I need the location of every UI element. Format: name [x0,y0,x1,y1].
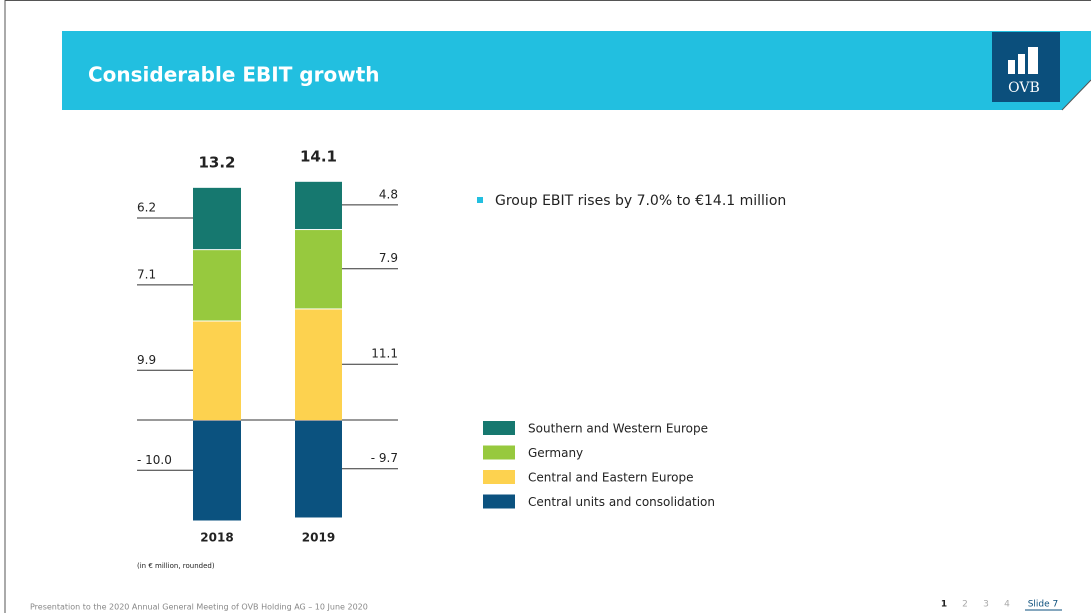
bar-segment [193,321,241,420]
total-label: 13.2 [198,153,235,171]
page-link: 4 [1004,600,1010,610]
header-title: Considerable EBIT growth [88,63,380,87]
legend-label: Germany [528,446,583,460]
legend-label: Southern and Western Europe [528,422,708,436]
bar-segment [193,421,241,521]
value-label: 6.2 [137,200,156,214]
total-label: 14.1 [300,147,337,165]
logo-bar [1028,47,1038,74]
legend-swatch [483,445,515,460]
bar-segment [295,181,342,230]
logo-box [992,32,1060,102]
slide-number: Slide 7 [1028,600,1059,610]
bar-segment [295,230,342,309]
bullet-text: Group EBIT rises by 7.0% to €14.1 millio… [495,193,786,209]
value-label: 9.9 [137,353,156,367]
page-link: 3 [983,600,989,610]
value-label: - 9.7 [371,451,398,465]
legend-label: Central and Eastern Europe [528,471,694,485]
page-link: 1 [941,600,947,610]
header-band [62,31,1062,110]
value-label: 7.1 [137,267,156,281]
logo-text: OVB [1008,80,1040,96]
footer-text: Presentation to the 2020 Annual General … [30,603,368,612]
bullet-marker [477,197,483,203]
legend-swatch [483,494,515,509]
header-slash [1061,79,1091,111]
value-label: 7.9 [379,251,398,265]
legend-label: Central units and consolidation [528,495,715,509]
chart-note: (in € million, rounded) [137,562,215,570]
bar-segment [295,309,342,420]
category-label: 2019 [302,531,335,545]
bar-segment [193,187,241,250]
value-label: 4.8 [379,187,398,201]
legend-swatch [483,421,515,435]
logo-bar [1008,60,1015,74]
category-label: 2018 [200,531,233,545]
value-label: 11.1 [371,347,398,361]
header-band-edge [1062,31,1091,110]
legend-swatch [483,470,515,484]
logo-bar [1018,54,1025,74]
bar-segment [295,421,342,518]
value-label: - 10.0 [137,453,172,467]
bar-segment [193,250,241,321]
page-link: 2 [962,600,968,610]
